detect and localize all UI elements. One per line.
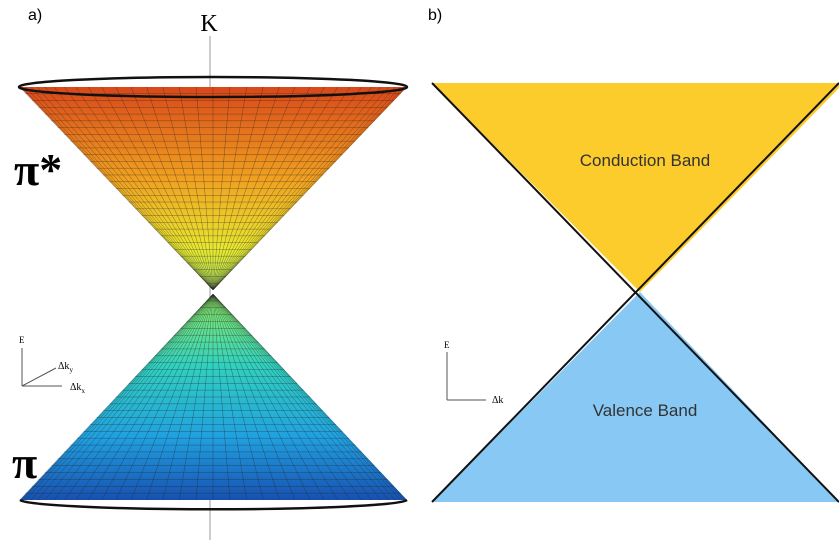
axis-label: Δky [58, 361, 73, 374]
axes-icon [447, 352, 486, 400]
region-label: Conduction Band [580, 151, 710, 170]
axis-label: Δk [492, 395, 503, 406]
axis-label-base: Δk [58, 361, 69, 372]
panel-label: a) [28, 7, 42, 24]
k-label: K [200, 11, 218, 37]
conduction-region [432, 83, 839, 292]
region-label: Valence Band [593, 401, 698, 420]
axis-label-sub: x [81, 387, 85, 395]
axis-label: E [19, 335, 25, 345]
axis-label-sub: y [69, 366, 73, 374]
band-label: π* [14, 144, 62, 195]
cone-mesh [20, 87, 407, 500]
axis-label-base: Δk [70, 382, 81, 393]
figure: a) K π* π E Δky Δkx b) Conduction Band V… [0, 0, 839, 540]
axis-label: Δkx [70, 382, 85, 395]
axis-label: E [444, 340, 450, 350]
lower-rim [20, 500, 407, 509]
band-label: π [12, 437, 37, 488]
axes-icon [22, 348, 62, 386]
panel-label: b) [428, 7, 442, 24]
